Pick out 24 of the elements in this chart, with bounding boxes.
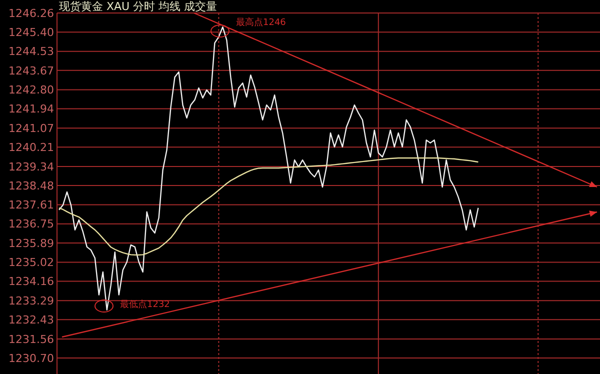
chart-title: 现货黄金 XAU 分时 均线 成交量 [59,0,218,13]
y-tick-label: 1240.21 [8,141,54,154]
y-tick-label: 1235.02 [8,256,54,270]
y-tick-label: 1236.75 [8,218,54,231]
y-tick-label: 1234.16 [8,275,54,288]
y-tick-label: 1238.48 [8,179,54,192]
y-tick-label: 1242.80 [8,84,54,97]
y-tick-label: 1237.61 [8,198,54,212]
y-tick-label: 1239.34 [8,160,54,174]
y-tick-label: 1235.89 [8,236,54,250]
y-tick-label: 1233.29 [8,294,54,308]
y-tick-label: 1241.94 [8,102,54,116]
y-tick-label: 1243.67 [8,64,54,78]
annotation: 最低点1232 [120,299,170,310]
y-tick-label: 1231.56 [8,332,54,346]
line-series [58,26,479,311]
annotation: 最高点1246 [236,17,286,28]
y-tick-label: 1241.07 [8,122,54,135]
y-tick-label: 1244.53 [8,45,54,58]
line-series [58,157,479,256]
y-tick-label: 1230.70 [8,352,54,365]
y-tick-label: 1232.43 [8,314,54,327]
y-tick-label: 1245.40 [8,26,54,39]
y-tick-label: 1246.26 [8,6,54,20]
